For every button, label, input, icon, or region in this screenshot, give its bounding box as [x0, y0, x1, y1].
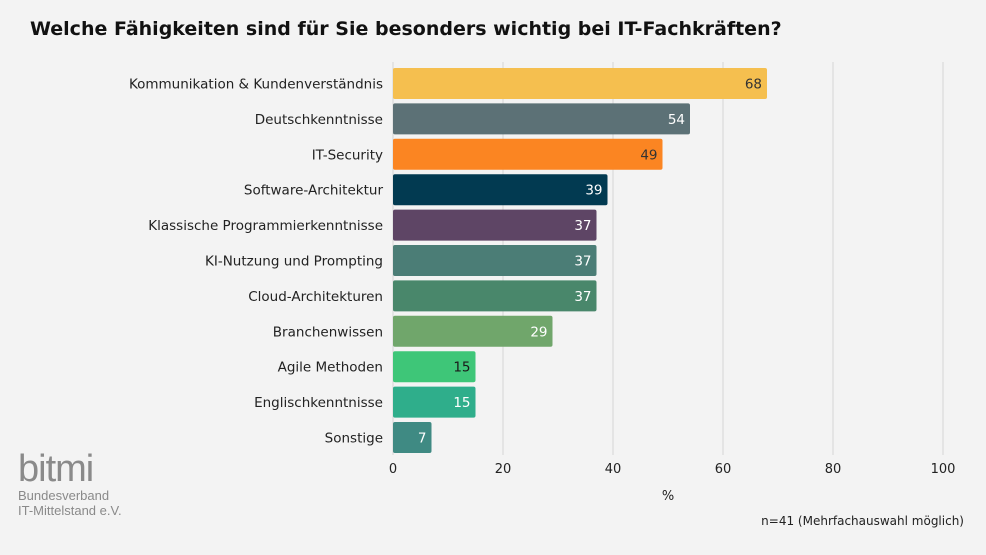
x-tick-label: 0 [389, 462, 397, 477]
data-label: 7 [418, 431, 427, 447]
bar [393, 103, 690, 135]
category-label: IT-Security [312, 147, 383, 163]
footnote: n=41 (Mehrfachauswahl möglich) [761, 514, 964, 528]
data-label: 37 [574, 218, 591, 234]
bar [393, 209, 597, 241]
category-label: Deutschkenntnisse [255, 112, 383, 128]
data-label: 15 [453, 360, 470, 376]
data-label: 29 [530, 324, 547, 340]
bar [393, 68, 767, 99]
bar [393, 174, 608, 206]
data-label: 68 [745, 77, 762, 93]
data-label: 37 [574, 254, 591, 270]
bar [393, 138, 663, 170]
bar [393, 245, 597, 276]
x-tick-label: 100 [931, 462, 956, 477]
category-label: Branchenwissen [273, 324, 383, 340]
chart-title: Welche Fähigkeiten sind für Sie besonder… [30, 18, 782, 40]
data-label: 39 [585, 183, 602, 199]
bar [393, 280, 597, 312]
bar [393, 351, 476, 383]
data-label: 15 [453, 395, 470, 411]
category-label: Klassische Programmierkenntnisse [148, 218, 383, 234]
bar [393, 386, 476, 418]
category-label: Englischkenntnisse [254, 395, 383, 411]
x-tick-label: 40 [605, 462, 622, 477]
category-label: KI-Nutzung und Prompting [205, 254, 383, 270]
logo-mark: bitmi [18, 448, 94, 490]
category-label: Agile Methoden [278, 360, 383, 376]
data-label: 37 [574, 289, 591, 305]
x-tick-label: 80 [825, 462, 842, 477]
data-label: 54 [668, 112, 685, 128]
bitmi-logo: bitmi Bundesverband IT-Mittelstand e.V. [18, 450, 138, 518]
category-label: Software-Architektur [244, 183, 384, 199]
category-label: Cloud-Architekturen [248, 289, 383, 305]
data-label: 49 [640, 147, 657, 163]
x-tick-label: 60 [715, 462, 732, 477]
x-axis-label: % [662, 489, 674, 504]
logo-line-2: IT-Mittelstand e.V. [18, 503, 122, 518]
bar [393, 315, 553, 347]
logo-line-1: Bundesverband [18, 488, 110, 503]
category-label: Kommunikation & Kundenverständnis [129, 77, 383, 93]
bar [393, 422, 432, 453]
x-tick-label: 20 [495, 462, 512, 477]
category-label: Sonstige [325, 431, 383, 447]
